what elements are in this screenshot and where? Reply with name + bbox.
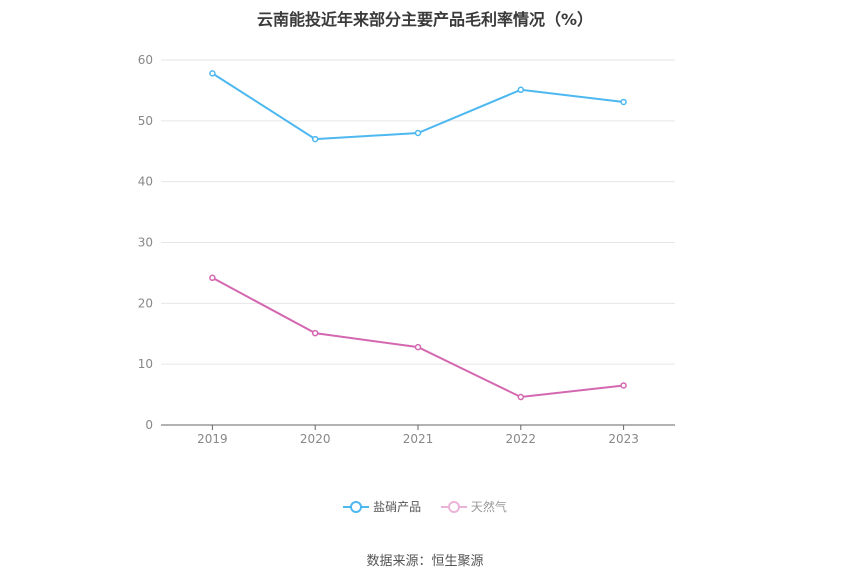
chart-title: 云南能投近年来部分主要产品毛利率情况（%） (256, 10, 594, 29)
y-tick-label: 60 (138, 53, 153, 67)
data-point (311, 135, 319, 143)
y-tick-label: 30 (138, 236, 153, 250)
data-point (209, 70, 216, 77)
x-tick-label: 2020 (300, 432, 331, 446)
data-point (414, 129, 422, 137)
data-point (209, 274, 216, 282)
data-source: 数据来源：恒生聚源 (366, 554, 484, 569)
x-tick-label: 2019 (197, 432, 228, 446)
data-point (517, 393, 525, 401)
series-line-0 (211, 72, 624, 141)
x-tick-label: 2021 (403, 432, 434, 446)
legend-label-salt: 盐硝产品 (373, 500, 422, 514)
series-line-1 (211, 276, 624, 399)
data-point (620, 382, 627, 389)
legend-marker-salt-icon (343, 500, 370, 513)
series-group (209, 70, 627, 401)
legend-item-gas[interactable]: 天然气 (440, 498, 507, 515)
data-point (620, 98, 627, 106)
y-tick-label: 20 (138, 296, 153, 310)
data-point (311, 329, 319, 337)
data-point (517, 86, 525, 94)
x-axis: 2019 2020 2021 2022 2023 (161, 424, 675, 446)
grid-lines (161, 59, 675, 365)
x-tick-label: 2023 (608, 432, 639, 446)
y-axis: 0 10 20 30 40 50 60 (138, 53, 153, 432)
data-point (414, 343, 422, 351)
legend-label-gas: 天然气 (470, 500, 507, 514)
legend-marker-gas-icon (440, 500, 467, 513)
legend-item-salt[interactable]: 盐硝产品 (343, 498, 421, 515)
y-tick-label: 50 (138, 114, 153, 128)
x-tick-label: 2022 (506, 432, 537, 446)
y-tick-label: 40 (138, 175, 153, 189)
y-tick-label: 10 (138, 357, 153, 371)
y-tick-label: 0 (145, 418, 153, 432)
legend: 盐硝产品 天然气 (0, 498, 850, 517)
